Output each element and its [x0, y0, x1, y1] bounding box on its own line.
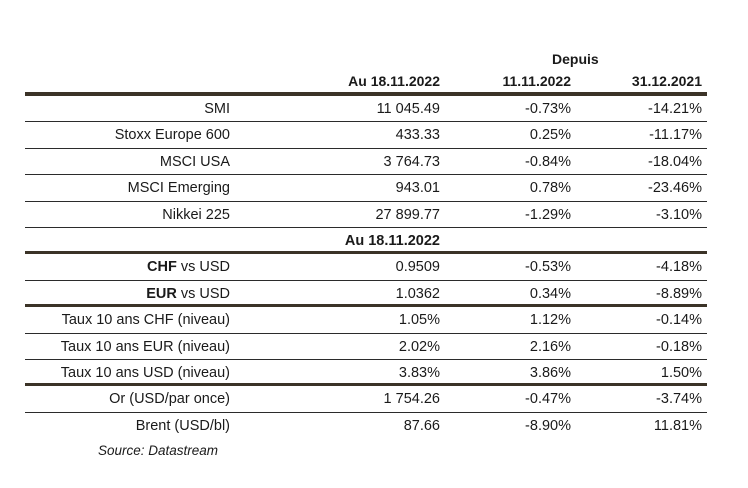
header-col-ytd: 31.12.2021: [631, 73, 702, 89]
value-week-change: -0.53%: [525, 259, 571, 276]
table-row: CHF vs USD 0.9509 -0.53% -4.18%: [25, 254, 707, 281]
value-week-change: 1.12%: [529, 312, 571, 329]
value-current: 2.02%: [398, 338, 440, 355]
row-label-text: Stoxx Europe 600: [114, 127, 230, 144]
value-ytd-change: 11.81%: [653, 417, 702, 434]
value-ytd-change: -3.74%: [656, 391, 702, 408]
table-body: SMI 11 045.49 -0.73% -14.21% Stoxx Europe 60…: [25, 96, 707, 439]
value-ytd-change: 1.50%: [660, 364, 702, 381]
table-row: Or (USD/par once) 1 754.26 -0.47% -3.74%: [25, 386, 707, 413]
row-label: MSCI Emerging: [128, 180, 230, 196]
value-week-change: 0.25%: [529, 127, 571, 144]
value-current: 11 045.49: [376, 101, 440, 117]
value-week-change: -0.47%: [525, 391, 571, 408]
table-row: Stoxx Europe 600 433.33 0.25% -11.17%: [25, 122, 707, 149]
source-row: Source: Datastream: [25, 439, 707, 461]
row-label: Taux 10 ans EUR (niveau): [61, 339, 230, 355]
row-label-text: Taux 10 ans CHF (niveau): [61, 312, 230, 329]
row-label-text: vs USD: [176, 285, 230, 302]
value-ytd-change: -14.21%: [647, 101, 702, 117]
value-ytd-change: -8.89%: [656, 285, 702, 302]
value-ytd-change: -0.14%: [656, 312, 702, 329]
value-week-change: -8.90%: [525, 417, 571, 434]
row-label-text: MSCI USA: [159, 153, 230, 170]
value-current: 1.05%: [398, 312, 440, 329]
value-week-change: -1.29%: [525, 206, 571, 223]
value-week-change: 3.86%: [529, 364, 571, 381]
value-week-change: 0.78%: [529, 180, 571, 197]
row-label-text: Nikkei 225: [162, 206, 230, 223]
table-row: Nikkei 225 27 899.77 -1.29% -3.10%: [25, 202, 707, 228]
value-current: 0.9509: [395, 259, 440, 276]
value-current: 3.83%: [398, 364, 440, 381]
header-divider: [25, 92, 707, 96]
market-table: Depuis Au 18.11.2022 11.11.2022 31.12.20…: [25, 48, 707, 461]
row-label: MSCI USA: [160, 154, 230, 170]
row-label-text: MSCI Emerging: [127, 180, 230, 197]
row-label: Taux 10 ans CHF (niveau): [62, 312, 230, 328]
row-label-text: SMI: [204, 101, 230, 117]
value-current: 943.01: [395, 180, 440, 197]
value-ytd-change: -11.17%: [649, 127, 702, 144]
table-row: SMI 11 045.49 -0.73% -14.21%: [25, 96, 707, 123]
value-current: 87.66: [403, 417, 440, 434]
row-label: Or (USD/par once): [109, 391, 230, 407]
table-row: Taux 10 ans USD (niveau) 3.83% 3.86% 1.50%: [25, 360, 707, 387]
row-label: SMI: [204, 101, 230, 117]
row-label-text: vs USD: [176, 259, 230, 276]
header-group-label: Depuis: [552, 51, 599, 67]
header-col-week: 11.11.2022: [502, 73, 571, 89]
row-label: Brent (USD/bl): [136, 418, 230, 434]
row-label: CHF vs USD: [147, 259, 230, 275]
value-week-change: -0.73%: [525, 101, 571, 117]
row-label-bold: CHF: [147, 259, 177, 276]
value-week-change: 0.34%: [529, 285, 571, 302]
row-label: Stoxx Europe 600: [115, 127, 230, 143]
row-label-text: Taux 10 ans USD (niveau): [60, 364, 230, 381]
value-ytd-change: -23.46%: [647, 180, 702, 197]
header-group-row: Depuis: [25, 48, 707, 70]
row-label: EUR vs USD: [146, 286, 230, 302]
table-row: EUR vs USD 1.0362 0.34% -8.89%: [25, 281, 707, 308]
table-row: Taux 10 ans EUR (niveau) 2.02% 2.16% -0.18%: [25, 334, 707, 360]
row-label: Nikkei 225: [162, 207, 230, 223]
row-label: Taux 10 ans USD (niveau): [61, 365, 230, 381]
value-current: 433.33: [395, 127, 440, 144]
section-label: Au 18.11.2022: [344, 232, 440, 249]
row-label-text: Or (USD/par once): [109, 391, 230, 408]
row-label-text: Taux 10 ans EUR (niveau): [60, 338, 230, 355]
value-current: 27 899.77: [375, 206, 440, 223]
table-row: MSCI Emerging 943.01 0.78% -23.46%: [25, 175, 707, 202]
value-ytd-change: -3.10%: [656, 206, 702, 223]
value-current: 1.0362: [395, 285, 440, 302]
section-row: Au 18.11.2022: [25, 228, 707, 255]
table-row: Taux 10 ans CHF (niveau) 1.05% 1.12% -0.14%: [25, 307, 707, 334]
header-col-current: Au 18.11.2022: [348, 73, 440, 89]
table-row: Brent (USD/bl) 87.66 -8.90% 11.81%: [25, 413, 707, 439]
table-row: MSCI USA 3 764.73 -0.84% -18.04%: [25, 149, 707, 176]
row-label-bold: EUR: [146, 285, 177, 302]
value-ytd-change: -4.18%: [656, 259, 702, 276]
value-current: 1 754.26: [383, 391, 440, 408]
value-week-change: 2.16%: [529, 338, 571, 355]
value-ytd-change: -18.04%: [647, 153, 702, 170]
row-label-text: Brent (USD/bl): [135, 417, 230, 434]
source-note: Source: Datastream: [98, 443, 219, 459]
header-row: Au 18.11.2022 11.11.2022 31.12.2021: [25, 70, 707, 92]
value-current: 3 764.73: [383, 153, 440, 170]
value-week-change: -0.84%: [525, 153, 571, 170]
value-ytd-change: -0.18%: [656, 338, 702, 355]
